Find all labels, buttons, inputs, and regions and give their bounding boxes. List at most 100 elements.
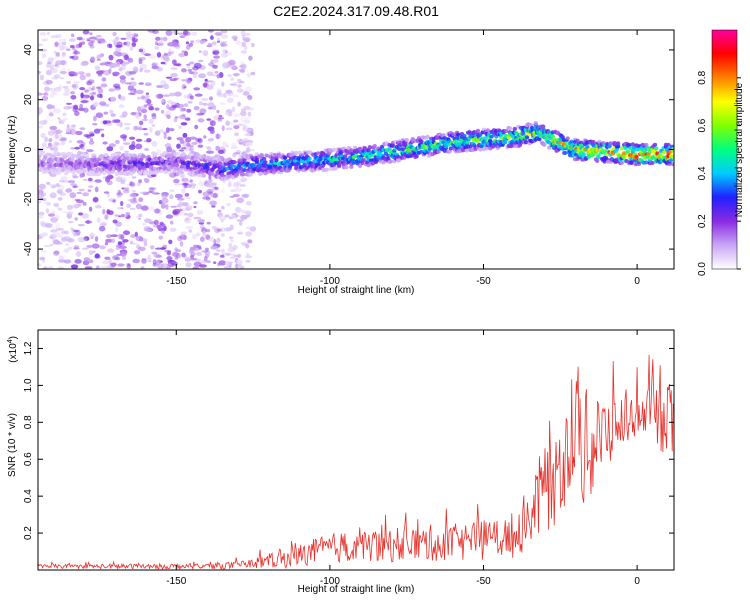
ridge-blob <box>400 147 406 152</box>
noise-blob <box>152 259 157 265</box>
noise-blob <box>120 207 124 210</box>
noise-blob <box>208 137 215 142</box>
noise-blob <box>156 263 164 269</box>
noise-blob <box>66 124 70 129</box>
noise-blob <box>108 54 114 61</box>
noise-blob <box>236 219 244 222</box>
noise-blob <box>173 183 182 186</box>
noise-blob <box>43 119 48 125</box>
noise-blob <box>170 128 174 132</box>
noise-blob <box>164 57 170 61</box>
noise-blob <box>88 259 94 264</box>
noise-blob <box>138 48 144 53</box>
noise-blob <box>49 125 57 131</box>
noise-blob <box>88 86 92 92</box>
noise-blob <box>202 191 210 197</box>
noise-blob <box>245 243 250 249</box>
noise-blob <box>181 202 189 207</box>
noise-blob <box>153 224 158 228</box>
noise-blob <box>86 149 94 153</box>
noise-blob <box>152 30 159 34</box>
noise-blob <box>179 241 184 247</box>
noise-blob <box>54 129 63 135</box>
colorbar: 0.0 0.2 0.4 0.6 0.8 Normalized spectral ampl… <box>697 29 745 276</box>
noise-blob <box>79 74 87 81</box>
noise-blob <box>38 213 43 217</box>
noise-blob <box>57 242 63 245</box>
noise-blob <box>174 247 178 252</box>
ridge-blob <box>601 148 606 153</box>
noise-blob <box>102 141 108 145</box>
noise-blob <box>41 93 49 96</box>
noise-blob <box>158 129 164 133</box>
noise-blob <box>169 220 174 225</box>
noise-blob <box>129 182 136 187</box>
noise-blob <box>49 111 53 116</box>
noise-blob <box>116 253 122 256</box>
noise-blob <box>211 41 217 46</box>
noise-blob <box>99 62 106 66</box>
noise-blob <box>160 54 169 61</box>
ridge-blob <box>595 159 600 163</box>
noise-blob <box>193 62 202 69</box>
ridge-blob <box>242 158 247 162</box>
noise-blob <box>237 84 242 88</box>
noise-blob <box>38 125 44 129</box>
noise-blob <box>243 133 249 137</box>
noise-blob <box>47 266 54 269</box>
noise-blob <box>83 107 89 113</box>
noise-blob <box>143 114 147 120</box>
noise-blob <box>211 205 216 208</box>
colorbar-label: Normalized spectral amplitude <box>734 82 745 217</box>
noise-blob <box>220 30 228 34</box>
noise-blob <box>117 241 122 246</box>
ridge-blob <box>504 129 509 133</box>
noise-blob <box>167 136 172 141</box>
noise-blob <box>121 187 125 190</box>
noise-blob <box>61 180 70 183</box>
ridge-blob <box>264 153 269 158</box>
noise-blob <box>112 199 116 203</box>
noise-blob <box>185 205 193 211</box>
ridge-blob <box>523 140 529 145</box>
noise-blob <box>80 92 84 99</box>
noise-blob <box>154 46 159 50</box>
noise-blob <box>141 258 147 264</box>
noise-blob <box>55 222 60 229</box>
noise-blob <box>166 114 171 119</box>
noise-blob <box>212 192 218 199</box>
noise-blob <box>145 92 149 95</box>
noise-blob <box>165 127 170 134</box>
ridge-blob <box>349 164 354 169</box>
colorbar-gradient <box>711 29 738 270</box>
x-tick-label: -100 <box>320 576 340 587</box>
noise-blob <box>86 81 93 86</box>
noise-blob <box>186 197 191 200</box>
noise-blob <box>130 89 137 96</box>
noise-blob <box>138 197 144 202</box>
noise-blob <box>106 192 111 198</box>
noise-blob <box>57 197 63 201</box>
noise-blob <box>207 107 214 110</box>
noise-blob <box>38 143 41 146</box>
spectrogram-y-label: Frequency (Hz) <box>7 116 18 185</box>
noise-blob <box>198 101 203 106</box>
noise-blob <box>73 49 78 55</box>
noise-blob <box>163 133 167 140</box>
noise-blob <box>130 242 138 245</box>
noise-blob <box>50 67 58 74</box>
noise-blob <box>226 108 233 113</box>
noise-blob <box>248 96 253 100</box>
noise-blob <box>56 143 64 146</box>
noise-blob <box>74 259 82 264</box>
noise-blob <box>44 86 50 92</box>
noise-blob <box>159 221 164 225</box>
noise-blob <box>215 145 221 151</box>
ridge-blob <box>427 146 433 151</box>
noise-blob <box>83 236 90 242</box>
noise-blob <box>50 57 58 60</box>
noise-blob <box>66 80 71 84</box>
noise-blob <box>114 214 119 217</box>
noise-blob <box>164 249 172 253</box>
noise-blob <box>141 51 147 56</box>
